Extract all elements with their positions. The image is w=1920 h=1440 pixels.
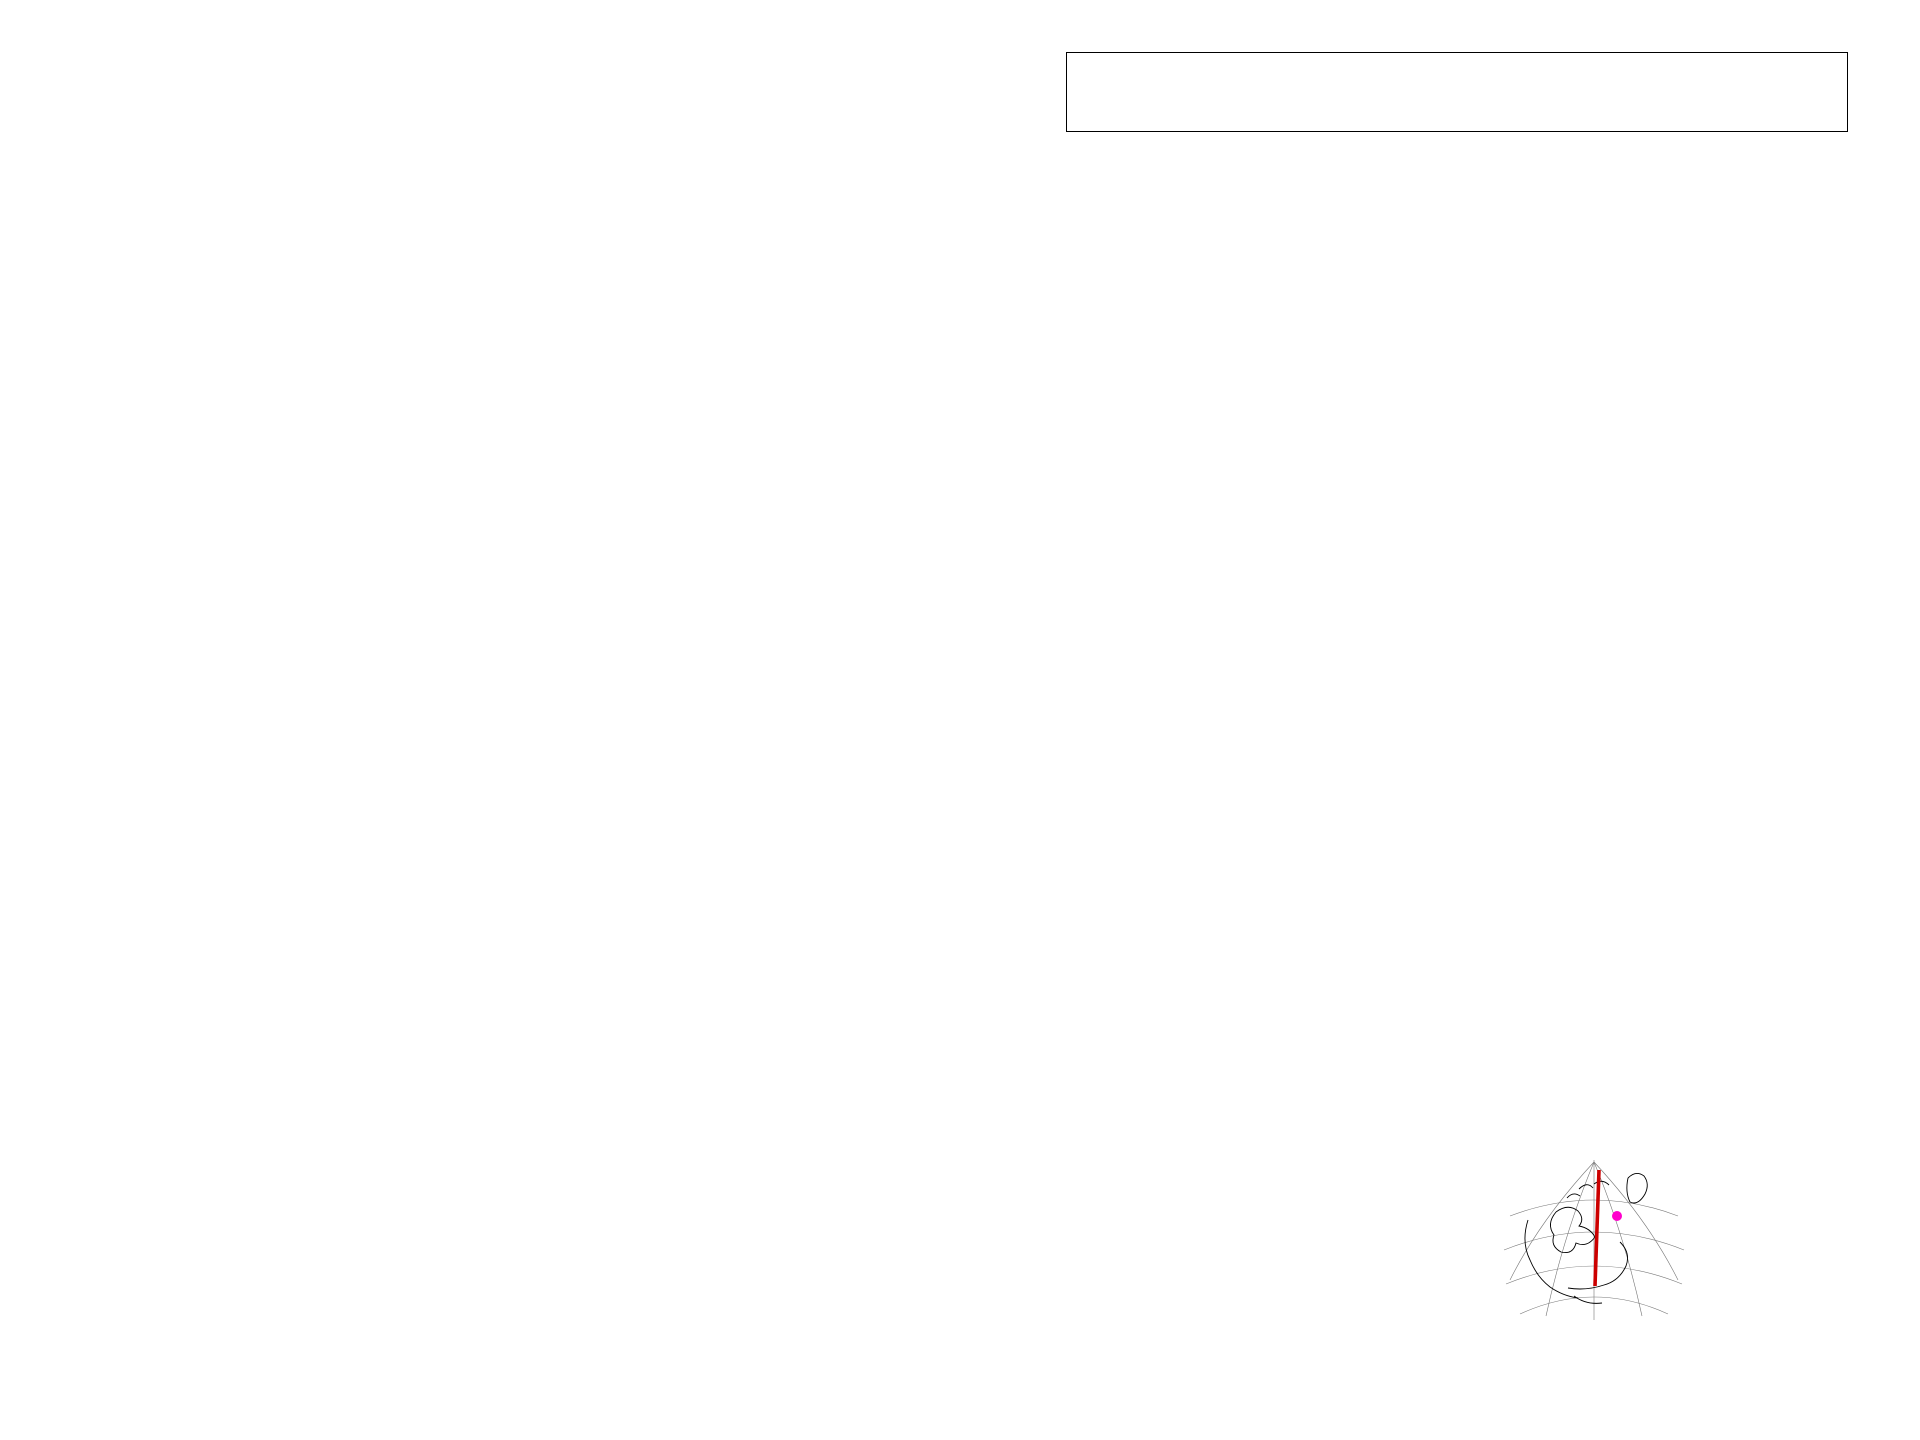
colorbar (1066, 52, 1848, 162)
location-map (1503, 1160, 1685, 1320)
map-graticule (1503, 1160, 1685, 1320)
map-coastlines (1524, 1173, 1648, 1304)
location-dot (1612, 1211, 1622, 1221)
colorbar-cells (1066, 52, 1848, 132)
meridian-100w-line (1593, 1169, 1601, 1287)
